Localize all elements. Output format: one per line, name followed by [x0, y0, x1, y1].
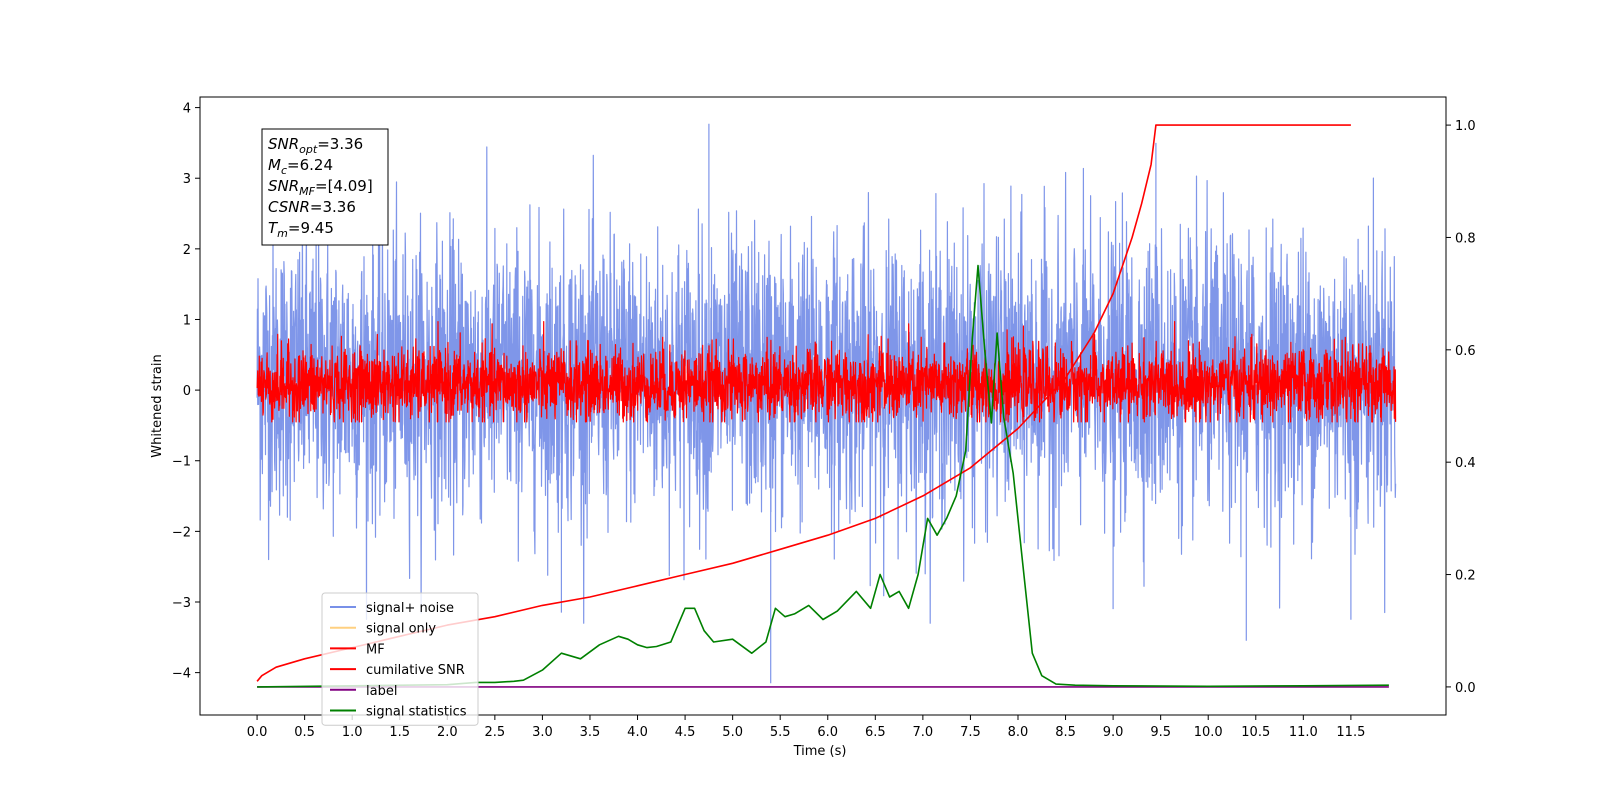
- x-axis-label: Time (s): [793, 744, 847, 759]
- info-symbol: M: [268, 156, 281, 174]
- x-tick-label: 9.0: [1103, 725, 1124, 740]
- plot-frame: [199, 96, 1447, 716]
- x-tick-label: 2.0: [437, 725, 458, 740]
- series-layer: [256, 123, 1397, 688]
- x-axis: 0.0 0.5 1.0 1.5 2.0 2.5 3.0 3.5 4.0 4.5 5.0 5.5 6.0 6…: [247, 715, 1365, 740]
- y-tick-label: 1: [183, 313, 191, 328]
- y-axis-right: 1.0 0.8 0.6 0.4 0.2 0.0: [1446, 119, 1476, 696]
- x-tick-label: 3.0: [532, 725, 553, 740]
- info-value: =9.45: [288, 219, 334, 237]
- x-tick-label: 0.5: [294, 725, 315, 740]
- y-tick-label: −1: [172, 455, 191, 470]
- x-tick-label: 7.0: [913, 725, 934, 740]
- x-tick-label: 6.5: [865, 725, 886, 740]
- info-subscript: MF: [299, 185, 315, 198]
- y-tick-label: −2: [172, 525, 191, 540]
- legend-label: cumilative SNR: [366, 663, 465, 678]
- series-line-signal-noise: [256, 123, 1397, 684]
- x-tick-label: 1.5: [389, 725, 410, 740]
- legend-label: signal+ noise: [366, 601, 454, 616]
- y2-tick-label: 1.0: [1455, 119, 1476, 134]
- info-line: SNRopt=3.36: [268, 135, 363, 156]
- legend-label: label: [366, 684, 397, 699]
- x-tick-label: 11.0: [1289, 725, 1318, 740]
- x-tick-label: 7.5: [960, 725, 981, 740]
- x-tick-label: 5.5: [770, 725, 791, 740]
- info-line: SNRMF=[4.09]: [268, 177, 373, 198]
- info-line: Mc=6.24: [268, 156, 333, 177]
- info-value: =[4.09]: [315, 177, 373, 195]
- x-tick-label: 0.0: [247, 725, 268, 740]
- info-symbol: SNR: [268, 177, 299, 195]
- info-subscript: m: [277, 227, 288, 240]
- info-symbol: T: [268, 219, 279, 237]
- y-tick-label: 2: [183, 243, 191, 258]
- x-tick-label: 10.0: [1194, 725, 1223, 740]
- info-value: =3.36: [310, 198, 356, 216]
- info-line: CSNR=3.36: [268, 198, 356, 216]
- info-subscript: c: [281, 164, 287, 177]
- x-tick-label: 4.5: [675, 725, 696, 740]
- x-tick-label: 8.5: [1055, 725, 1076, 740]
- x-tick-label: 8.0: [1008, 725, 1029, 740]
- y-tick-label: 4: [183, 102, 191, 117]
- info-line: Tm=9.45: [268, 219, 334, 240]
- x-tick-label: 6.0: [817, 725, 838, 740]
- x-tick-label: 11.5: [1336, 725, 1365, 740]
- legend-label: MF: [366, 642, 385, 657]
- info-box-frame: [261, 128, 389, 246]
- info-symbol: CSNR: [268, 198, 310, 216]
- y-axis-label: Whitened strain: [150, 354, 165, 457]
- legend: signal+ noise signal only MF cumilative SNR…: [321, 592, 479, 726]
- legend-label: signal statistics: [366, 705, 467, 720]
- y-tick-label: 3: [183, 172, 191, 187]
- y-tick-label: 0: [183, 384, 191, 399]
- series-line-signal-statistics: [257, 264, 1389, 688]
- y2-tick-label: 0.0: [1455, 681, 1476, 696]
- info-value: =6.24: [287, 156, 333, 174]
- x-tick-label: 1.0: [342, 725, 363, 740]
- info-symbol: SNR: [268, 135, 299, 153]
- y2-tick-label: 0.8: [1455, 231, 1476, 246]
- y2-tick-label: 0.6: [1455, 344, 1476, 359]
- info-value: =3.36: [317, 135, 363, 153]
- y-axis-left: 4 3 2 1 0 −1 −2 −3 −4: [172, 102, 200, 682]
- x-tick-label: 9.5: [1150, 725, 1171, 740]
- y2-tick-label: 0.4: [1455, 456, 1476, 471]
- y-tick-label: −4: [172, 667, 191, 682]
- x-tick-label: 4.0: [627, 725, 648, 740]
- x-tick-label: 2.5: [485, 725, 506, 740]
- info-box: SNRopt=3.36Mc=6.24SNRMF=[4.09]CSNR=3.36T…: [261, 128, 389, 246]
- x-tick-label: 3.5: [580, 725, 601, 740]
- x-tick-label: 10.5: [1241, 725, 1270, 740]
- series-line-mf: [256, 321, 1397, 423]
- info-subscript: opt: [299, 143, 318, 156]
- legend-label: signal only: [366, 622, 436, 637]
- y2-tick-label: 0.2: [1455, 569, 1476, 584]
- y-tick-label: −3: [172, 596, 191, 611]
- legend-frame: [321, 592, 479, 726]
- x-tick-label: 5.0: [722, 725, 743, 740]
